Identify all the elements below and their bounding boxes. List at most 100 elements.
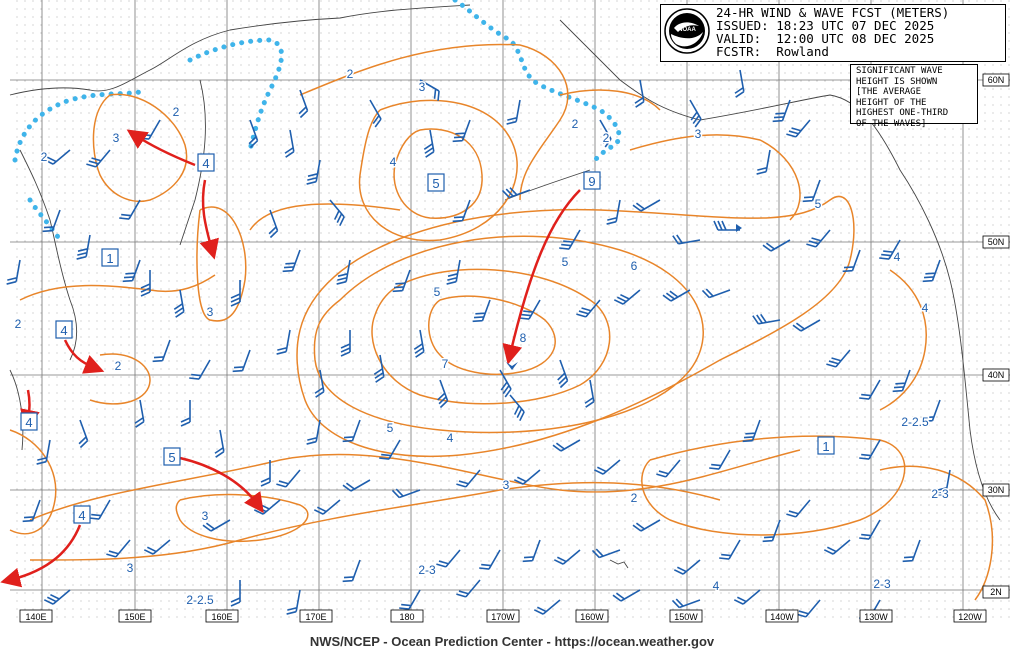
header-issued: ISSUED: 18:23 UTC 07 DEC 2025: [716, 18, 935, 33]
wave-height-label: 3: [202, 509, 209, 523]
track-arrow: [0, 524, 82, 588]
wave-height-label: 2: [115, 359, 122, 373]
wind-barb: [553, 549, 581, 565]
wind-barb: [342, 559, 361, 583]
header-title: 24-HR WIND & WAVE FCST (METERS): [716, 5, 950, 20]
wind-barb: [276, 469, 301, 488]
wind-barb: [42, 209, 61, 233]
wind-barb: [43, 149, 71, 165]
wind-barb: [762, 519, 781, 543]
wave-height-label: 6: [631, 259, 638, 273]
wind-barb: [513, 469, 541, 485]
wind-barb: [140, 270, 151, 297]
wind-barb: [284, 129, 295, 158]
boxed-label-frame: [197, 153, 215, 172]
longitude-label-box: [118, 609, 152, 623]
wind-barb: [76, 234, 91, 260]
wind-barb: [6, 259, 21, 285]
wind-barb: [509, 394, 525, 422]
note-line: OF THE WAVES]: [856, 118, 927, 129]
wind-barb: [446, 259, 461, 285]
longitude-label-box: [486, 609, 520, 623]
boxed-label: 4: [202, 156, 209, 171]
wind-barb: [134, 399, 145, 428]
latitude-label: 60N: [988, 75, 1005, 85]
wind-barb: [329, 199, 345, 227]
wave-height-label: 2-3: [418, 563, 436, 577]
wind-barb: [286, 589, 301, 615]
logo-text: NOAA: [678, 27, 696, 33]
wind-barb: [634, 79, 645, 108]
wind-barb: [419, 79, 440, 101]
wave-height-label: 2: [603, 131, 610, 145]
longitude-label: 140E: [25, 612, 46, 622]
wave-height-label: 2: [173, 105, 180, 119]
wind-barbs: [6, 69, 951, 620]
wave-height-label: 4: [390, 155, 397, 169]
boxed-label-frame: [20, 412, 38, 431]
wind-barb: [106, 539, 131, 558]
header-panel: [660, 4, 1006, 62]
wind-barb: [823, 539, 851, 555]
wind-barb: [557, 359, 569, 389]
storm-track-arrows: [0, 129, 581, 588]
wind-barb: [762, 239, 791, 252]
wave-height-label: 4: [713, 579, 720, 593]
wind-barb: [143, 539, 171, 555]
wave-height-label: 4: [922, 301, 929, 315]
wind-barb: [276, 329, 291, 355]
wind-barb: [260, 460, 271, 487]
longitude-label-box: [669, 609, 703, 623]
header-forecaster: FCSTR: Rowland: [716, 44, 829, 59]
wave-height-label: 2: [41, 150, 48, 164]
wind-barb: [180, 400, 191, 427]
wind-barb: [314, 369, 325, 398]
boxed-label: 5: [432, 176, 439, 191]
longitude-label: 160E: [211, 612, 232, 622]
note-line: HIGHEST ONE-THIRD: [856, 108, 949, 118]
wind-barb: [306, 419, 321, 445]
wind-barb: [584, 379, 595, 408]
longitude-label-box: [390, 609, 424, 623]
wave-height-label: 2-2.5: [901, 415, 929, 429]
wind-barb: [369, 99, 382, 128]
longitude-label: 140W: [770, 612, 794, 622]
boxed-label: 5: [168, 450, 175, 465]
boxed-label: 9: [588, 174, 595, 189]
longitude-label-box: [953, 609, 987, 623]
wave-height-label: 2: [572, 117, 579, 131]
wind-barb: [336, 259, 351, 285]
latitude-label-box: [982, 73, 1010, 87]
wind-barb: [786, 499, 811, 518]
wind-barb: [689, 99, 702, 128]
wind-barb: [593, 459, 621, 475]
wind-barb: [719, 539, 741, 560]
boxed-label-frame: [427, 173, 445, 192]
wave-height-label: 3: [419, 80, 426, 94]
wind-barb: [119, 199, 141, 220]
note-text: SIGNIFICANT WAVE HEIGHT IS SHOWN [THE AVER…: [856, 66, 948, 129]
wind-barb: [599, 119, 612, 148]
wind-barb: [413, 329, 425, 358]
wind-barb: [902, 539, 921, 563]
wind-barb: [89, 499, 111, 520]
wind-barb: [282, 249, 301, 273]
latitude-label-box: [982, 483, 1010, 497]
boxed-label-frame: [55, 320, 73, 339]
boxed-label: 4: [60, 323, 67, 338]
longitude-label: 180: [399, 612, 414, 622]
wind-barb: [756, 149, 771, 175]
wind-barb: [733, 589, 761, 605]
wind-barb: [230, 280, 241, 307]
wind-barb: [202, 519, 231, 532]
wave-height-label: 4: [447, 431, 454, 445]
longitude-label: 150W: [674, 612, 698, 622]
wind-barb: [248, 119, 259, 149]
wind-barb: [792, 319, 821, 332]
wave-height-label: 2: [347, 67, 354, 81]
latitude-label: 30N: [988, 485, 1005, 495]
wind-barb: [522, 539, 541, 563]
wind-barb: [232, 349, 251, 373]
wave-height-label: 3: [113, 131, 120, 145]
wave-height-label: 2-2.5: [186, 593, 214, 607]
